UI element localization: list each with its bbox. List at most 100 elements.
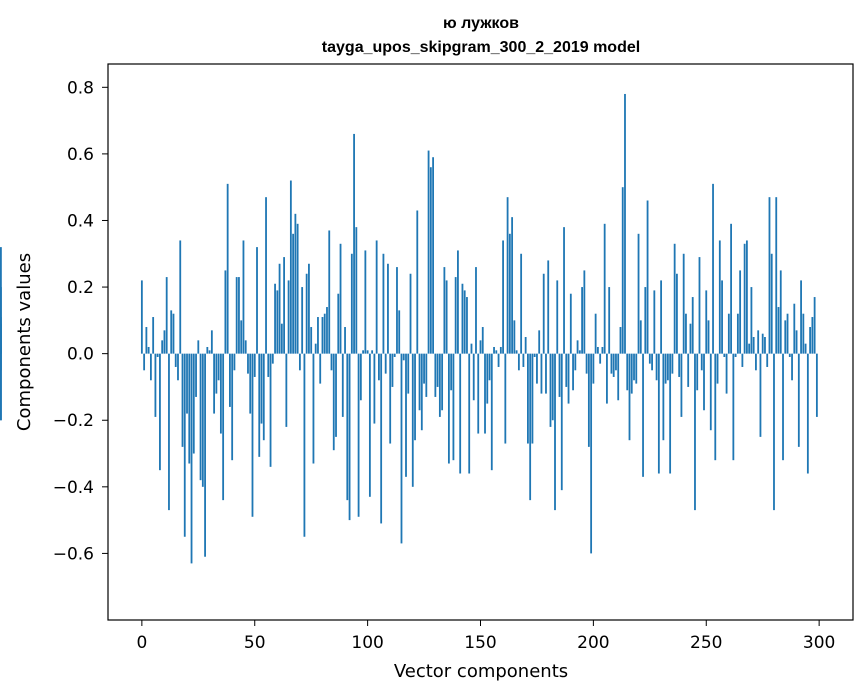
bar-79	[319, 353, 322, 384]
y-tick-label: −0.6	[53, 544, 94, 564]
bar-184	[556, 280, 559, 354]
bar-37	[224, 270, 227, 354]
bar-57	[269, 353, 272, 467]
bar-95	[355, 227, 358, 354]
bar-143	[463, 290, 466, 354]
bar-86	[335, 353, 337, 437]
bar-30	[208, 350, 211, 354]
bar-156	[493, 346, 495, 354]
bar-101	[368, 353, 371, 497]
bar-172	[529, 353, 532, 501]
bar-289	[793, 303, 796, 354]
plot-frame	[107, 63, 854, 621]
x-tick-label: 250	[690, 633, 722, 653]
bar-82	[326, 307, 328, 354]
bar-80	[321, 317, 324, 354]
bar-288	[791, 353, 793, 381]
bar-161	[504, 353, 507, 444]
bar-261	[730, 223, 732, 354]
bar-120	[411, 353, 414, 487]
bar-188	[565, 353, 568, 387]
bar-110	[389, 353, 392, 444]
bar-106	[380, 353, 383, 524]
bar-35	[219, 353, 222, 434]
bar-130	[434, 353, 437, 397]
bar-100	[366, 350, 369, 354]
bar-254	[714, 353, 717, 461]
bar-138	[452, 353, 455, 461]
bar-295	[806, 353, 809, 474]
bar-107	[382, 253, 385, 354]
bar-264	[736, 313, 739, 354]
bar-239	[680, 353, 683, 417]
bar-208	[610, 353, 613, 374]
bar-25	[197, 340, 200, 354]
bar-undefined	[0, 247, 2, 354]
bar-4	[149, 353, 152, 381]
bar-54	[262, 353, 265, 441]
bar-117	[405, 353, 407, 477]
bar-142	[461, 283, 464, 354]
bar-49	[251, 353, 254, 517]
bar-7	[156, 353, 159, 357]
bar-21	[188, 353, 191, 464]
bar-160	[502, 240, 504, 354]
bar-252	[709, 353, 712, 431]
bar-131	[436, 353, 439, 387]
bar-150	[479, 340, 482, 354]
bar-266	[741, 353, 744, 367]
bar-247	[698, 257, 701, 354]
bar-124	[420, 353, 423, 431]
bar-277	[766, 353, 769, 367]
bar-159	[499, 346, 502, 354]
bar-65	[287, 280, 290, 354]
bar-41	[233, 353, 236, 371]
bar-274	[759, 353, 762, 437]
bar-132	[438, 353, 441, 417]
bar-275	[761, 333, 764, 354]
bar-268	[745, 240, 748, 354]
bar-199	[590, 353, 593, 554]
bar-114	[398, 310, 401, 354]
bar-146	[470, 343, 473, 354]
bar-147	[472, 353, 475, 401]
bar-153	[486, 353, 489, 404]
bar-123	[418, 353, 421, 411]
bar-215	[626, 353, 629, 391]
bar-211	[617, 353, 620, 401]
bar-217	[630, 353, 633, 394]
x-tick-label: 300	[803, 633, 835, 653]
bar-122	[416, 210, 419, 354]
bar-78	[317, 317, 319, 354]
x-tick-label: 100	[351, 633, 383, 653]
bar-undefined	[0, 353, 2, 421]
bar-2	[145, 327, 148, 354]
chart-subtitle: tayga_upos_skipgram_300_2_2019 model	[322, 39, 640, 56]
bar-270	[750, 287, 753, 354]
bar-44	[240, 320, 243, 354]
bar-75	[310, 327, 313, 354]
bar-38	[226, 183, 229, 354]
bar-157	[495, 350, 498, 354]
x-axis-label: Vector components	[394, 661, 568, 682]
bar-103	[373, 353, 376, 424]
bar-255	[716, 353, 719, 384]
bar-201	[594, 313, 597, 354]
y-axis-ticks: −0.6 −0.4 −0.2 0.0 0.2 0.4 0.6 0.8	[53, 78, 108, 564]
x-tick-label: 150	[464, 633, 496, 653]
bar-243	[689, 323, 692, 354]
bar-249	[703, 353, 705, 411]
bar-234	[669, 353, 672, 474]
bar-237	[676, 273, 678, 354]
bar-93	[350, 253, 353, 354]
bar-253	[712, 183, 714, 354]
bar-196	[583, 270, 586, 354]
bar-45	[242, 240, 245, 354]
bar-87	[337, 293, 340, 354]
bar-183	[554, 353, 556, 511]
bar-280	[773, 353, 775, 511]
bar-154	[488, 353, 491, 381]
y-tick-label: −0.4	[53, 478, 94, 498]
bar-96	[357, 353, 360, 517]
